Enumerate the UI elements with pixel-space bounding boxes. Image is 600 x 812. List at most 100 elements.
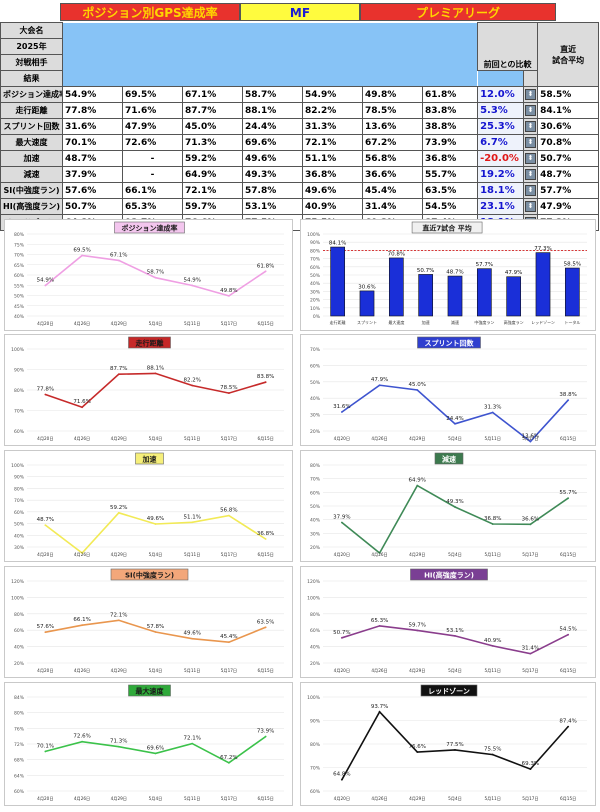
arrow-cell: ⬍ <box>523 86 539 103</box>
table-cell: 83.8% <box>421 102 479 119</box>
x-tick-label: 5月17日 <box>522 796 538 802</box>
banner-league: プレミアリーグ <box>360 3 556 21</box>
data-label: 77.5% <box>446 742 463 748</box>
data-label: 71.6% <box>73 399 90 405</box>
y-tick-label: 60% <box>14 789 25 795</box>
y-tick-label: 30% <box>14 545 25 551</box>
x-tick-label: 5月11日 <box>485 436 501 442</box>
y-tick-label: 20% <box>14 661 25 667</box>
row-label: SI(中強度ラン) <box>0 182 63 199</box>
y-tick-label: 20% <box>310 545 321 551</box>
chart-title: 直近7試合 平均 <box>422 224 471 233</box>
y-tick-label: 30% <box>310 531 321 537</box>
table-row: SI(中強度ラン) 57.6% 66.1% 72.1% 57.8% 49.6% 45.4% 6… <box>0 182 600 199</box>
chart-panel: 60% 70% 80% 90% 100% レッドゾーン 64.8% 4月20日 93.7% 4月2… <box>300 682 596 806</box>
data-label: 36.8% <box>257 531 274 537</box>
table-cell: 53.1% <box>242 198 303 215</box>
header-label: 対戦相手 <box>0 54 63 71</box>
average-cell: 30.6% <box>537 118 600 135</box>
data-label: 24.4% <box>446 416 463 422</box>
table-cell: 78.5% <box>362 102 423 119</box>
arrow-cell: ⬍ <box>523 182 539 199</box>
x-tick-label: 5月4日 <box>448 668 462 674</box>
table-cell: 61.8% <box>421 86 479 103</box>
data-point <box>117 745 120 748</box>
data-label: 69.5% <box>73 248 90 254</box>
data-point <box>81 740 83 743</box>
data-label: 61.8% <box>257 263 274 269</box>
updown-arrow-icon: ⬍ <box>525 169 537 180</box>
data-point <box>191 384 194 387</box>
chart-title: スプリント回数 <box>425 339 475 348</box>
data-point <box>567 725 570 728</box>
data-label: 72.6% <box>73 734 90 740</box>
x-tick-label: 5月4日 <box>149 796 163 802</box>
data-label: 48.7% <box>37 517 54 523</box>
data-label: 49.8% <box>220 288 237 294</box>
bar <box>330 246 346 317</box>
data-label: 57.8% <box>147 624 164 630</box>
y-tick-label: 80% <box>14 388 25 394</box>
x-tick-label: 4月20日 <box>37 668 53 674</box>
average-cell: 47.9% <box>537 198 600 215</box>
data-point <box>264 270 267 273</box>
data-label: 75.5% <box>484 747 501 753</box>
data-label: 72.1% <box>183 736 200 742</box>
data-point <box>340 636 343 639</box>
data-label: 31.4% <box>522 646 539 652</box>
chart-title-box <box>128 336 171 349</box>
data-label: 36.8% <box>484 516 501 522</box>
compare-header: 前回との比較 <box>477 22 539 71</box>
data-point <box>264 538 267 540</box>
table-cell: 54.9% <box>62 86 123 103</box>
data-label: 55.7% <box>559 490 576 496</box>
table-cell: 49.6% <box>242 150 303 167</box>
y-tick-label: 50% <box>310 380 321 386</box>
x-tick-label: 中強度ラン <box>474 319 494 325</box>
data-label: 37.9% <box>333 515 350 521</box>
row-label: 最大速度 <box>0 134 63 151</box>
data-label: 45.4% <box>220 634 237 640</box>
chart-title: HI(高強度ラン) <box>424 571 474 580</box>
chart-svg: 20% 40% 60% 80% 100% 120% SI(中強度ラン) 57.6% 4月20日 6… <box>11 568 284 674</box>
diff-cell: 18.1% <box>477 182 525 199</box>
banner-position: MF <box>240 3 360 21</box>
x-tick-label: 5月11日 <box>485 668 501 674</box>
data-label: 87.7% <box>110 366 127 372</box>
data-point <box>567 497 570 500</box>
table-cell: 82.2% <box>302 102 363 119</box>
data-point <box>228 514 230 517</box>
data-point <box>454 634 456 637</box>
header-row: 対戦相手 <box>0 54 599 71</box>
arrow-cell: ⬍ <box>523 102 539 119</box>
y-tick-label: 60% <box>14 628 25 634</box>
y-tick-label: 70% <box>14 253 25 259</box>
table-cell: 31.6% <box>62 118 123 135</box>
table-cell: 87.7% <box>182 102 243 119</box>
x-tick-label: 4月26日 <box>371 796 387 802</box>
y-tick-label: 20% <box>310 298 321 304</box>
table-cell: 31.3% <box>302 118 363 135</box>
x-tick-label: 6月15日 <box>257 321 273 327</box>
bar <box>476 268 492 317</box>
x-tick-label: 走行距離 <box>330 319 346 325</box>
arrow-cell: ⬍ <box>523 118 539 135</box>
y-tick-label: 80% <box>14 486 25 492</box>
data-label: 70.1% <box>37 743 54 749</box>
y-tick-label: 100% <box>11 463 25 469</box>
data-label: 47.9% <box>371 377 388 383</box>
match-info-area <box>62 22 478 87</box>
row-label: スプリント回数 <box>0 118 63 135</box>
data-point <box>154 752 157 755</box>
data-label: 66.1% <box>73 617 90 623</box>
y-tick-label: 84% <box>14 695 25 701</box>
chart-panel: 40% 45% 50% 55% 60% 65% 70% 75% 80% ポジション達成率 54.9%… <box>4 219 293 331</box>
chart-title-box <box>420 684 478 697</box>
diff-cell: 19.2% <box>477 166 525 183</box>
x-tick-label: 高強度ラン <box>504 319 524 325</box>
chart-panel: 60% 70% 80% 90% 100% 走行距離 77.8% 4月20日 71.6% 4月26日… <box>4 334 293 446</box>
diff-cell: 25.3% <box>477 118 525 135</box>
x-tick-label: 5月4日 <box>448 796 462 802</box>
bar <box>447 275 463 317</box>
diff-cell: 5.3% <box>477 102 525 119</box>
